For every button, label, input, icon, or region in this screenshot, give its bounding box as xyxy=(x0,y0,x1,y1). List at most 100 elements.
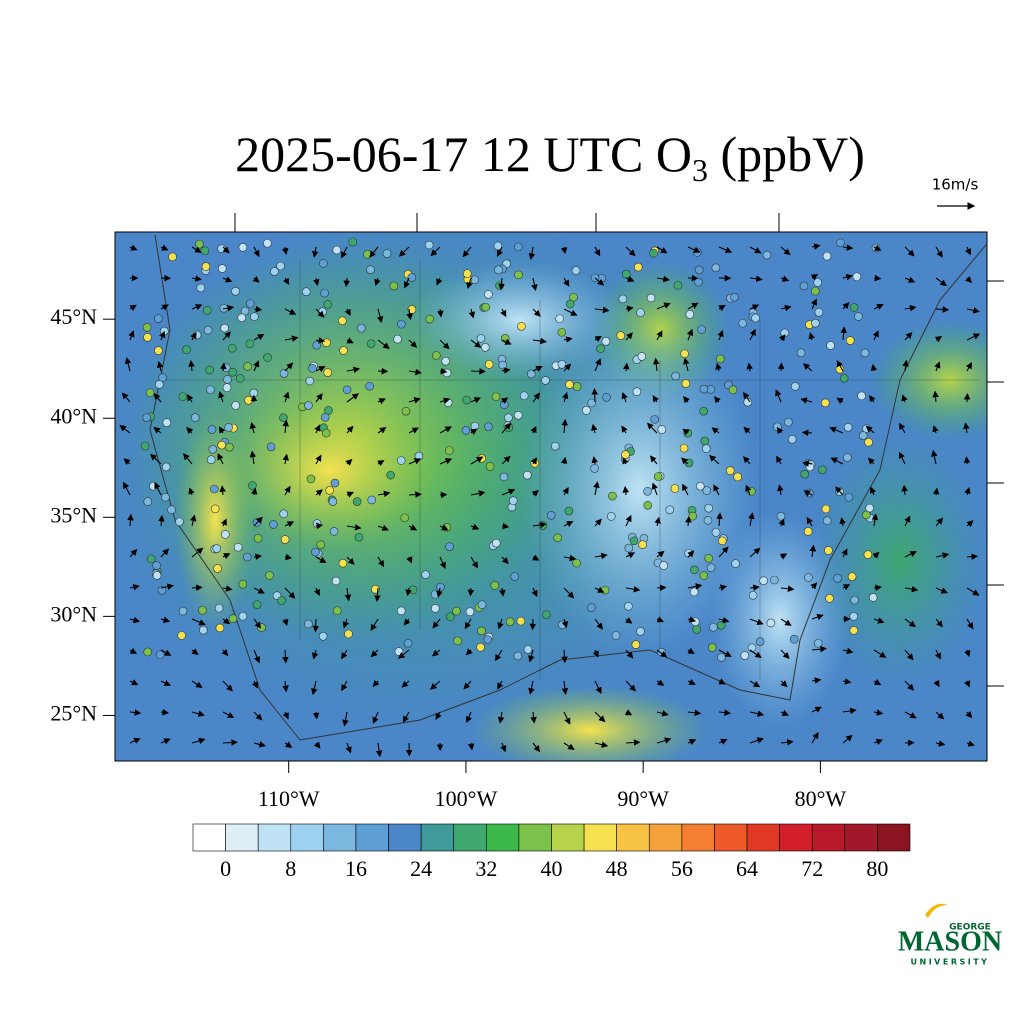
station xyxy=(547,511,555,519)
station xyxy=(691,618,699,626)
wind-arrow xyxy=(874,278,880,279)
station xyxy=(253,601,261,609)
station xyxy=(452,607,460,615)
lat-label: 35°N xyxy=(50,502,97,527)
wind-arrow xyxy=(803,432,812,433)
station xyxy=(304,620,312,628)
station xyxy=(401,514,409,522)
station xyxy=(331,479,339,487)
station xyxy=(660,561,668,569)
logo-main: MASON xyxy=(898,926,1002,957)
station xyxy=(397,456,405,464)
station xyxy=(206,366,214,374)
station xyxy=(176,518,184,526)
station xyxy=(478,454,486,462)
station xyxy=(213,545,221,553)
station xyxy=(154,347,162,355)
station xyxy=(734,473,742,481)
station xyxy=(426,315,434,323)
station xyxy=(144,648,152,656)
station xyxy=(523,471,531,479)
station xyxy=(705,554,713,562)
station xyxy=(763,251,771,259)
station xyxy=(495,266,503,274)
station xyxy=(491,582,499,590)
station xyxy=(582,406,590,414)
station xyxy=(703,487,711,495)
station xyxy=(144,498,152,506)
colorbar-box xyxy=(193,824,226,851)
station xyxy=(471,422,479,430)
station xyxy=(322,429,330,437)
station xyxy=(436,583,444,591)
colorbar-box xyxy=(845,824,878,851)
station xyxy=(823,517,831,525)
station xyxy=(496,282,504,290)
station xyxy=(195,240,203,248)
station xyxy=(644,487,652,495)
station xyxy=(321,413,329,421)
station xyxy=(239,580,247,588)
colorbar-box xyxy=(226,824,259,851)
station xyxy=(709,623,717,631)
station xyxy=(514,652,522,660)
station xyxy=(146,389,154,397)
station xyxy=(748,644,756,652)
station xyxy=(484,635,492,643)
station xyxy=(269,520,277,528)
station xyxy=(317,541,325,549)
colorbar-box xyxy=(584,824,617,851)
station xyxy=(862,511,870,519)
station xyxy=(509,497,517,505)
station xyxy=(556,315,564,323)
station xyxy=(265,572,273,580)
station xyxy=(818,466,826,474)
station xyxy=(409,586,417,594)
station xyxy=(238,314,246,322)
station xyxy=(500,473,508,481)
colorbar-box xyxy=(389,824,422,851)
colorbar-label: 48 xyxy=(606,856,628,881)
station xyxy=(422,571,430,579)
colorbar-box xyxy=(812,824,845,851)
station xyxy=(308,364,316,372)
station xyxy=(515,271,523,279)
station xyxy=(277,262,285,270)
station xyxy=(760,577,768,585)
station xyxy=(324,369,332,377)
station xyxy=(243,553,251,561)
station xyxy=(848,573,856,581)
station xyxy=(682,380,690,388)
station xyxy=(608,492,616,500)
station xyxy=(756,638,764,646)
colorbar-box xyxy=(421,824,454,851)
station xyxy=(178,631,186,639)
station xyxy=(343,386,351,394)
station xyxy=(364,250,372,258)
station xyxy=(524,645,532,653)
colorbar-box xyxy=(682,824,715,851)
station xyxy=(671,484,679,492)
station xyxy=(163,419,171,427)
station xyxy=(784,418,792,426)
station xyxy=(229,615,237,623)
colorbar-box xyxy=(780,824,813,851)
station xyxy=(179,607,187,615)
station xyxy=(702,445,710,453)
station xyxy=(202,263,210,271)
station xyxy=(633,388,641,396)
station xyxy=(344,630,352,638)
wind-arrow xyxy=(657,587,665,588)
station xyxy=(486,462,494,470)
station xyxy=(319,259,327,267)
station xyxy=(225,443,233,451)
colorbar-box xyxy=(552,824,585,851)
station xyxy=(504,414,512,422)
station xyxy=(639,541,647,549)
station xyxy=(788,435,796,443)
station xyxy=(321,289,329,297)
station xyxy=(183,346,191,354)
station xyxy=(339,559,347,567)
station xyxy=(674,281,682,289)
